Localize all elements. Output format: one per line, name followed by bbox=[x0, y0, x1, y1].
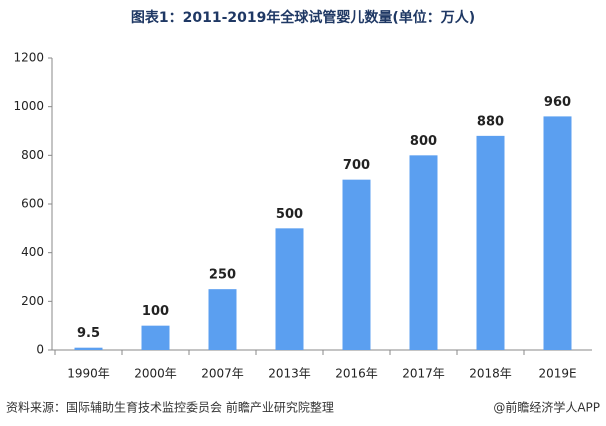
bar bbox=[409, 155, 438, 350]
data-label: 880 bbox=[477, 114, 504, 129]
bar bbox=[476, 135, 505, 350]
data-label: 960 bbox=[544, 95, 571, 110]
x-tick-label: 2019E bbox=[538, 367, 576, 381]
x-tick-label: 2013年 bbox=[268, 367, 311, 381]
y-tick-label: 800 bbox=[21, 148, 44, 162]
y-tick-label: 400 bbox=[21, 245, 44, 259]
x-tick-label: 1990年 bbox=[67, 367, 110, 381]
y-tick-label: 200 bbox=[21, 294, 44, 308]
credit: @前瞻经济学人APP bbox=[493, 400, 600, 415]
x-tick-label: 2016年 bbox=[335, 367, 378, 381]
bar bbox=[208, 289, 237, 350]
data-label: 800 bbox=[410, 134, 437, 149]
y-tick-label: 1200 bbox=[13, 51, 44, 65]
bar bbox=[275, 228, 304, 350]
bar bbox=[543, 116, 572, 351]
bar bbox=[74, 347, 103, 350]
bar bbox=[141, 325, 170, 350]
y-tick-label: 1000 bbox=[13, 99, 44, 113]
data-label: 250 bbox=[209, 268, 236, 283]
bar bbox=[342, 179, 371, 350]
y-tick-label: 600 bbox=[21, 197, 44, 211]
y-tick-label: 0 bbox=[36, 343, 44, 357]
x-tick-label: 2007年 bbox=[201, 367, 244, 381]
data-label: 500 bbox=[276, 207, 303, 222]
source-note: 资料来源：国际辅助生育技术监控委员会 前瞻产业研究院整理 bbox=[6, 400, 334, 415]
x-tick-label: 2000年 bbox=[134, 367, 177, 381]
x-tick-label: 2017年 bbox=[402, 367, 445, 381]
x-tick-label: 2018年 bbox=[469, 367, 512, 381]
data-label: 9.5 bbox=[77, 326, 100, 341]
data-label: 100 bbox=[142, 304, 169, 319]
chart-title: 图表1：2011-2019年全球试管婴儿数量(单位：万人) bbox=[131, 9, 475, 26]
data-label: 700 bbox=[343, 158, 370, 173]
